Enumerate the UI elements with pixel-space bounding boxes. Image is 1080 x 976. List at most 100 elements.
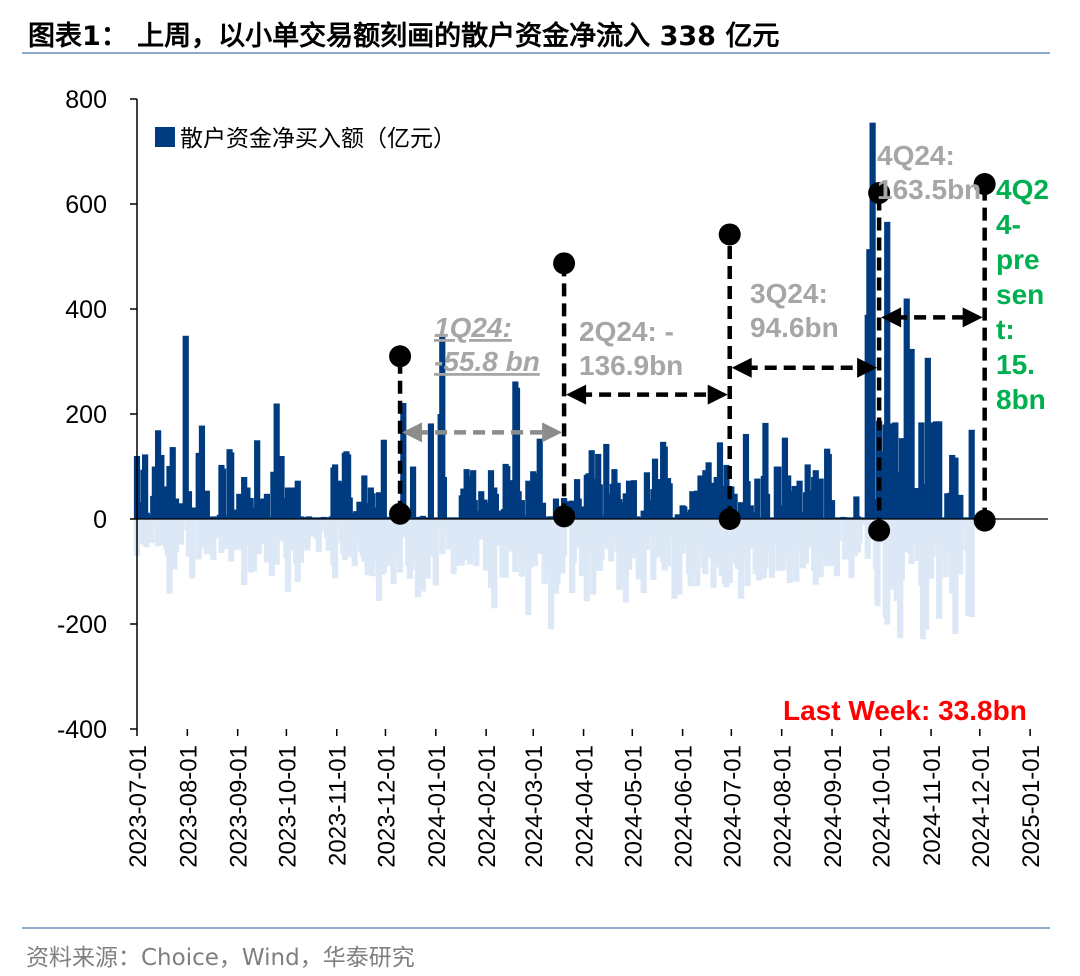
page-title: 图表1： 上周，以小单交易额刻画的散户资金净流入 338 亿元: [28, 21, 780, 52]
bar-negative: [353, 519, 360, 525]
bar-positive: [496, 510, 503, 519]
bar-positive: [825, 453, 832, 519]
bar-negative: [747, 519, 754, 549]
bar-negative: [726, 519, 733, 584]
bar-positive: [247, 498, 254, 519]
bar-positive: [380, 439, 387, 519]
bar-positive: [742, 433, 750, 519]
bar-negative: [768, 519, 776, 578]
bar-positive: [793, 503, 800, 519]
bar-negative: [439, 519, 446, 555]
bar-negative: [432, 519, 439, 586]
bar-negative: [851, 519, 858, 557]
legend-label: 散户资金净买入额（亿元）: [180, 126, 456, 152]
bar-negative: [749, 519, 756, 531]
bar-negative: [903, 519, 910, 525]
bar-negative: [306, 519, 313, 531]
bar-negative: [734, 519, 741, 569]
x-tick-label: 2024-04-01: [572, 745, 599, 868]
bar-positive: [289, 487, 296, 519]
bar-positive: [932, 421, 940, 519]
bar-positive: [737, 502, 745, 519]
bar-negative: [937, 519, 944, 553]
bar-negative: [492, 519, 499, 526]
bar-negative: [799, 519, 806, 569]
bar-negative: [598, 519, 605, 561]
bar-negative: [135, 519, 142, 544]
bar-positive: [585, 473, 592, 519]
bar-negative: [304, 519, 311, 551]
bar-positive: [284, 487, 292, 519]
bar-negative: [369, 519, 376, 577]
bar-negative: [781, 519, 789, 556]
bar-positive: [254, 440, 261, 519]
bar-positive: [710, 482, 717, 519]
bar-positive: [377, 513, 384, 519]
bar-positive: [237, 516, 245, 519]
bar-positive: [460, 488, 467, 519]
bar-positive: [531, 517, 538, 519]
bar-positive: [791, 485, 798, 519]
bar-positive: [471, 500, 478, 519]
bar-positive: [400, 402, 407, 519]
span-arrowhead-left: [731, 357, 752, 378]
bar-negative: [401, 519, 409, 538]
bar-positive: [294, 480, 301, 519]
bar-positive: [364, 503, 371, 519]
bar-positive: [465, 476, 472, 519]
bar-negative: [788, 519, 795, 565]
bar-positive: [924, 357, 931, 519]
bar-positive: [952, 457, 959, 519]
annotation-line: 94.6bn: [750, 312, 839, 343]
bar-negative: [835, 519, 842, 542]
bar-positive: [151, 466, 158, 519]
bar-negative: [864, 519, 871, 559]
bar-positive: [306, 516, 313, 519]
y-tick-label: 600: [65, 191, 107, 219]
bar-negative: [434, 519, 441, 529]
annotation-q4: 4Q24: 163.5bn: [877, 140, 981, 205]
bar-negative: [944, 519, 951, 540]
bar-positive: [892, 422, 899, 519]
annotation-line: pre: [996, 244, 1040, 275]
y-tick-label: 400: [65, 296, 107, 324]
bar-negative: [200, 519, 207, 545]
bar-positive: [661, 446, 668, 519]
bar-positive: [640, 510, 647, 519]
bar-negative: [504, 519, 511, 543]
bar-positive: [210, 516, 217, 519]
x-tick-label: 2024-06-01: [671, 745, 698, 868]
bar-negative: [874, 519, 881, 607]
x-tick-label: 2024-01-01: [424, 745, 451, 868]
bar-positive: [142, 454, 149, 519]
bar-positive: [958, 517, 966, 519]
bar-negative: [625, 519, 633, 570]
bar-positive: [598, 515, 605, 519]
bar-positive: [749, 512, 756, 519]
bar-positive: [504, 465, 511, 519]
bar-positive: [439, 335, 446, 519]
bar-positive: [853, 496, 860, 519]
bar-positive: [869, 122, 876, 519]
bar-negative: [682, 519, 689, 546]
bar-negative: [676, 519, 683, 595]
bar-positive: [526, 494, 534, 519]
bar-negative: [228, 519, 235, 562]
bar-negative: [952, 519, 959, 634]
bar-negative: [869, 519, 876, 521]
annotation-line: 4-: [996, 209, 1021, 240]
bar-negative: [697, 519, 704, 549]
bar-positive: [884, 221, 891, 519]
bar-negative: [547, 519, 555, 630]
bar-negative: [496, 519, 503, 546]
bar-negative: [502, 519, 509, 578]
bar-negative: [968, 519, 975, 618]
bar-positive: [786, 491, 793, 519]
bar-negative: [611, 519, 618, 542]
annotation-line: 3Q24:: [750, 278, 828, 309]
bar-positive: [819, 517, 826, 519]
bar-negative: [622, 519, 629, 603]
annotation-line: 1Q24:: [434, 312, 512, 343]
bar-positive: [622, 493, 629, 519]
bar-negative: [210, 519, 217, 560]
